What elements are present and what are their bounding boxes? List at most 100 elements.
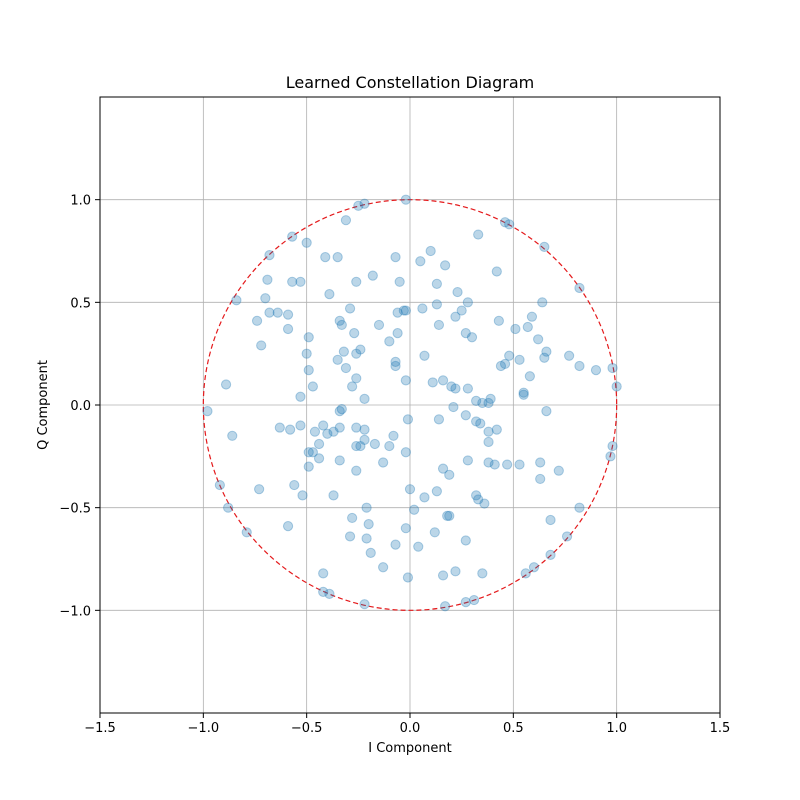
data-point <box>437 375 449 386</box>
data-point <box>313 438 325 450</box>
data-point <box>409 504 420 515</box>
data-point <box>444 510 455 521</box>
data-point <box>491 266 502 277</box>
data-point <box>400 194 411 205</box>
data-point <box>475 418 486 429</box>
data-point <box>256 340 267 351</box>
data-point <box>402 572 414 583</box>
data-point <box>448 401 459 413</box>
data-point <box>502 459 513 470</box>
data-point <box>324 588 335 600</box>
x-axis-label: I Component <box>368 741 451 756</box>
data-point <box>318 420 329 431</box>
data-point <box>264 250 275 261</box>
data-point <box>303 364 314 376</box>
data-point <box>272 307 283 318</box>
data-point <box>287 231 298 242</box>
data-point <box>431 299 442 310</box>
data-point <box>202 406 213 417</box>
data-point <box>313 453 325 464</box>
data-point <box>607 362 618 374</box>
data-point <box>347 512 358 524</box>
data-point <box>347 381 358 392</box>
data-point <box>351 348 362 359</box>
data-point <box>518 387 529 398</box>
data-point <box>285 424 296 435</box>
data-point <box>328 426 339 437</box>
data-point <box>282 309 294 320</box>
data-point <box>390 252 401 263</box>
data-point <box>320 252 331 263</box>
data-point <box>446 381 457 392</box>
data-point <box>564 350 575 361</box>
data-point <box>254 484 265 495</box>
data-point <box>365 547 376 558</box>
data-point <box>514 459 525 470</box>
data-point <box>328 490 339 501</box>
data-point <box>301 348 312 359</box>
data-point <box>574 360 585 372</box>
x-tick-label: 0.0 <box>400 721 421 736</box>
data-point <box>307 381 318 392</box>
data-point <box>378 562 389 573</box>
data-point <box>227 430 238 441</box>
data-point <box>390 356 401 367</box>
data-point <box>359 393 370 404</box>
data-point <box>351 422 362 433</box>
data-point <box>450 383 461 394</box>
data-point <box>373 319 385 331</box>
data-point <box>471 490 482 501</box>
data-point <box>351 373 362 384</box>
data-point <box>514 354 525 365</box>
data-point <box>295 276 306 287</box>
data-point <box>301 237 312 248</box>
data-point <box>220 379 232 390</box>
data-point <box>355 440 366 452</box>
data-point <box>526 311 538 322</box>
data-point <box>295 391 306 402</box>
data-point <box>359 424 370 435</box>
data-point <box>287 276 298 287</box>
data-point <box>473 494 484 505</box>
x-tick-label: −1.5 <box>84 721 116 736</box>
x-tick-label: −0.5 <box>291 721 323 736</box>
data-point <box>433 414 445 425</box>
data-point <box>231 295 242 306</box>
data-point <box>400 523 411 534</box>
data-point <box>223 502 234 513</box>
data-point <box>450 566 461 577</box>
data-point <box>369 438 380 450</box>
data-point <box>466 332 478 343</box>
data-point <box>553 465 564 476</box>
data-point <box>282 521 294 532</box>
data-point <box>522 321 533 333</box>
data-point <box>431 486 442 497</box>
data-point <box>537 297 548 308</box>
data-point <box>444 469 455 480</box>
data-point <box>483 426 494 437</box>
data-point <box>214 479 225 491</box>
data-point <box>483 397 494 409</box>
data-point <box>332 354 343 365</box>
data-point <box>433 319 445 331</box>
data-point <box>260 293 271 304</box>
x-tick-label: −1.0 <box>188 721 220 736</box>
data-point <box>485 393 496 404</box>
data-point <box>504 350 515 361</box>
data-point <box>499 358 511 370</box>
data-point <box>510 323 521 335</box>
data-point <box>431 278 442 289</box>
data-point <box>499 217 511 228</box>
y-tick-label: 1.0 <box>70 194 91 209</box>
data-point <box>334 315 345 326</box>
data-point <box>460 535 471 546</box>
data-point <box>477 397 488 409</box>
y-axis-ticks: −1.0 −0.5 0.0 0.5 1.0 <box>59 194 100 619</box>
data-point <box>528 562 540 573</box>
data-point <box>417 303 428 314</box>
data-point <box>361 502 372 513</box>
data-point <box>460 328 471 339</box>
data-point <box>539 352 550 363</box>
